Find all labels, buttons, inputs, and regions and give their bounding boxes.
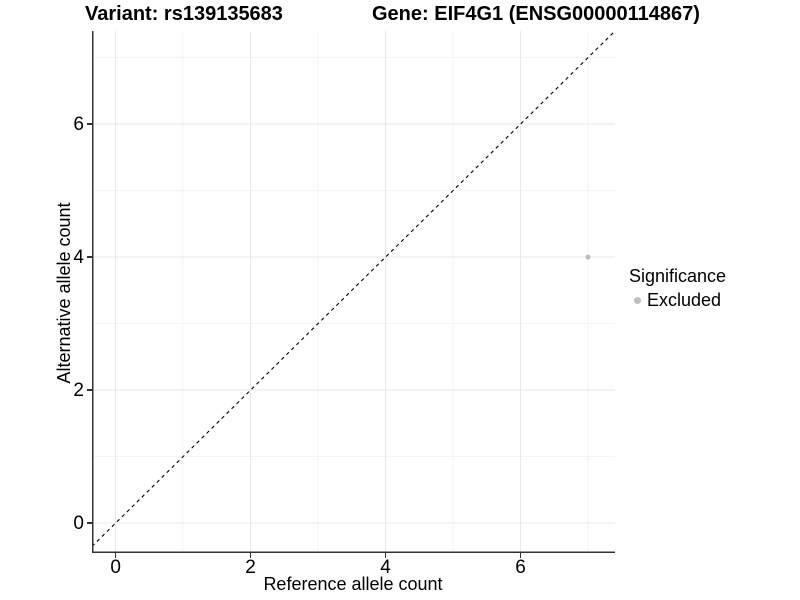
x-tick-label: 4 <box>380 557 391 578</box>
legend: Significance Excluded <box>628 266 726 311</box>
identity-line <box>92 31 615 547</box>
x-axis-title: Reference allele count <box>263 574 443 594</box>
x-tick-label: 6 <box>515 557 526 578</box>
y-tick-label: 0 <box>73 512 84 534</box>
x-tick-label: 2 <box>245 557 256 578</box>
legend-item-excluded: Excluded <box>628 290 726 311</box>
x-tick-mark <box>249 553 252 558</box>
plot-title-variant: Variant: rs139135683 <box>85 3 283 25</box>
x-tick-mark <box>519 553 522 558</box>
y-tick-mark <box>87 522 92 524</box>
legend-point-swatch-icon <box>634 297 641 304</box>
data-point <box>585 254 591 260</box>
x-tick-mark <box>384 553 387 558</box>
x-tick-mark <box>114 553 117 558</box>
y-tick-label: 6 <box>73 113 84 135</box>
plot-title-gene: Gene: EIF4G1 (ENSG00000114867) <box>372 3 700 25</box>
y-tick-label: 2 <box>73 379 84 401</box>
legend-item-label: Excluded <box>647 290 722 310</box>
x-tick-label: 0 <box>110 557 121 578</box>
y-tick-mark <box>87 123 92 125</box>
chart-canvas <box>92 31 615 553</box>
plot-panel <box>92 31 615 553</box>
y-tick-label: 4 <box>73 246 84 268</box>
y-tick-mark <box>87 256 92 258</box>
legend-title: Significance <box>629 266 727 286</box>
y-tick-mark <box>87 389 92 391</box>
